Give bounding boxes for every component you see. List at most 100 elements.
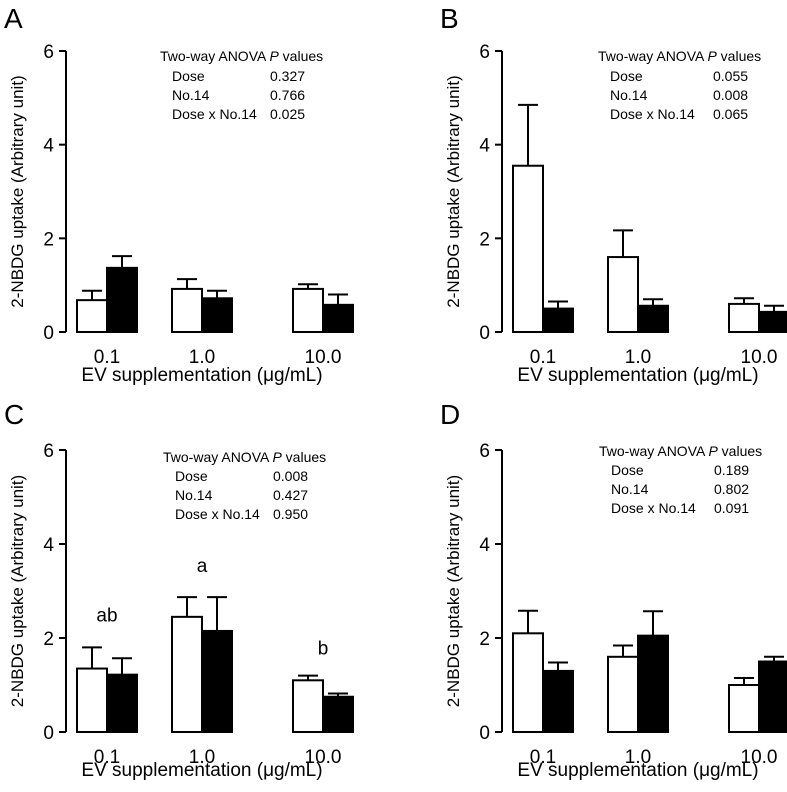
x-axis-label: EV supplementation (μg/mL) bbox=[517, 365, 758, 386]
anova-title-suffix: values bbox=[718, 443, 762, 459]
y-tick-label: 6 bbox=[479, 42, 490, 63]
bar-filled-1.0 bbox=[637, 304, 669, 334]
anova-row-value: 0.091 bbox=[714, 500, 749, 516]
anova-row-label: Dose x No.14 bbox=[175, 506, 260, 522]
anova-row-value: 0.025 bbox=[270, 106, 305, 122]
bar-filled-1.0 bbox=[201, 297, 233, 333]
chart-panel-c: C 0 2 4 6 2-NBDG uptake (Arbitrary unit) 0.1 1.… bbox=[4, 399, 354, 781]
bar-open-0.1 bbox=[512, 632, 544, 733]
anova-row-value: 0.008 bbox=[713, 87, 748, 103]
anova-title-italic: P bbox=[269, 48, 279, 64]
anova-row-value: 0.950 bbox=[273, 506, 308, 522]
bar-open-0.1 bbox=[76, 667, 108, 733]
bar-open-10.0 bbox=[292, 679, 324, 733]
panel-label: B bbox=[440, 3, 459, 34]
anova-row-value: 0.427 bbox=[273, 487, 308, 503]
y-tick-label: 2 bbox=[43, 629, 54, 650]
anova-row-value: 0.065 bbox=[713, 106, 748, 122]
x-tick-label: 1.0 bbox=[625, 347, 651, 368]
anova-title: Two-way ANOVA P values bbox=[160, 48, 323, 64]
x-tick-label: 0.1 bbox=[530, 347, 556, 368]
anova-row-label: No.14 bbox=[611, 481, 649, 497]
anova-row-value: 0.189 bbox=[714, 462, 749, 478]
x-axis-label: EV supplementation (μg/mL) bbox=[81, 365, 322, 386]
x-tick-label: 1.0 bbox=[189, 347, 215, 368]
panel-label: A bbox=[4, 3, 23, 34]
anova-title-italic: P bbox=[707, 48, 717, 64]
anova-title-text: Two-way ANOVA bbox=[598, 48, 707, 64]
bar-open-10.0 bbox=[292, 287, 324, 333]
anova-title-text: Two-way ANOVA bbox=[599, 443, 708, 459]
x-tick-label: 0.1 bbox=[94, 747, 120, 768]
x-tick-label: 10.0 bbox=[305, 747, 342, 768]
anova-title-text: Two-way ANOVA bbox=[163, 449, 272, 465]
bar-open-0.1 bbox=[76, 299, 108, 333]
bar-open-1.0 bbox=[171, 287, 203, 333]
bar-open-10.0 bbox=[728, 302, 760, 333]
y-axis-label: 2-NBDG uptake (Arbitrary unit) bbox=[444, 75, 463, 307]
anova-row-value: 0.008 bbox=[273, 468, 308, 484]
panel-label: D bbox=[440, 399, 460, 430]
anova-title-italic: P bbox=[708, 443, 718, 459]
anova-row-label: Dose bbox=[172, 68, 205, 84]
y-tick-label: 2 bbox=[479, 229, 490, 250]
bar-open-10.0 bbox=[728, 684, 760, 733]
y-tick-label: 4 bbox=[479, 535, 490, 556]
bar-filled-10.0 bbox=[758, 660, 787, 733]
y-axis-label: 2-NBDG uptake (Arbitrary unit) bbox=[444, 475, 463, 707]
y-axis-label: 2-NBDG uptake (Arbitrary unit) bbox=[8, 75, 27, 307]
significance-letter: ab bbox=[96, 606, 117, 627]
bar-filled-0.1 bbox=[542, 669, 574, 734]
anova-title-suffix: values bbox=[279, 48, 323, 64]
y-tick-label: 4 bbox=[43, 535, 54, 556]
y-tick-label: 6 bbox=[479, 441, 490, 462]
y-tick-label: 6 bbox=[43, 441, 54, 462]
anova-row-value: 0.055 bbox=[713, 68, 748, 84]
anova-row-value: 0.766 bbox=[270, 87, 305, 103]
x-tick-label: 10.0 bbox=[741, 747, 778, 768]
chart-panel-b: B 0 2 4 6 2-NBDG uptake (Arbitrary unit) 0.1 1.… bbox=[440, 3, 787, 386]
y-axis-label: 2-NBDG uptake (Arbitrary unit) bbox=[8, 475, 27, 707]
anova-row-label: No.14 bbox=[610, 87, 648, 103]
anova-row-label: No.14 bbox=[172, 87, 210, 103]
bar-filled-1.0 bbox=[637, 634, 669, 734]
anova-row-value: 0.802 bbox=[714, 481, 749, 497]
significance-letter: b bbox=[318, 638, 329, 659]
anova-row-label: No.14 bbox=[175, 487, 213, 503]
anova-title: Two-way ANOVA P values bbox=[598, 48, 761, 64]
anova-row-label: Dose bbox=[610, 68, 643, 84]
y-tick-label: 0 bbox=[43, 323, 54, 344]
anova-title: Two-way ANOVA P values bbox=[163, 449, 326, 465]
bar-filled-1.0 bbox=[201, 629, 233, 734]
bar-filled-0.1 bbox=[542, 307, 574, 334]
anova-title-suffix: values bbox=[717, 48, 761, 64]
anova-title-text: Two-way ANOVA bbox=[160, 48, 269, 64]
anova-title-suffix: values bbox=[282, 449, 326, 465]
significance-letter: a bbox=[197, 556, 208, 577]
chart-panel-d: D 0 2 4 6 2-NBDG uptake (Arbitrary unit) 0.1 1.… bbox=[440, 399, 787, 781]
x-tick-label: 1.0 bbox=[189, 747, 215, 768]
anova-title: Two-way ANOVA P values bbox=[599, 443, 762, 459]
bar-open-0.1 bbox=[512, 164, 544, 333]
anova-row-label: Dose x No.14 bbox=[611, 500, 696, 516]
x-axis-label: EV supplementation (μg/mL) bbox=[81, 760, 322, 781]
y-tick-label: 0 bbox=[43, 723, 54, 744]
x-tick-label: 1.0 bbox=[625, 747, 651, 768]
y-tick-label: 6 bbox=[43, 42, 54, 63]
x-tick-label: 0.1 bbox=[94, 347, 120, 368]
panel-label: C bbox=[4, 399, 24, 430]
y-tick-label: 4 bbox=[43, 136, 54, 157]
bar-open-1.0 bbox=[171, 615, 203, 733]
anova-row-label: Dose x No.14 bbox=[172, 106, 257, 122]
y-tick-label: 2 bbox=[479, 629, 490, 650]
y-tick-label: 4 bbox=[479, 136, 490, 157]
y-tick-label: 2 bbox=[43, 229, 54, 250]
bar-filled-0.1 bbox=[106, 266, 138, 334]
x-tick-label: 10.0 bbox=[741, 347, 778, 368]
y-tick-label: 0 bbox=[479, 323, 490, 344]
x-axis-label: EV supplementation (μg/mL) bbox=[517, 760, 758, 781]
bar-open-1.0 bbox=[607, 655, 639, 733]
bar-open-1.0 bbox=[607, 256, 639, 334]
anova-row-value: 0.327 bbox=[270, 68, 305, 84]
